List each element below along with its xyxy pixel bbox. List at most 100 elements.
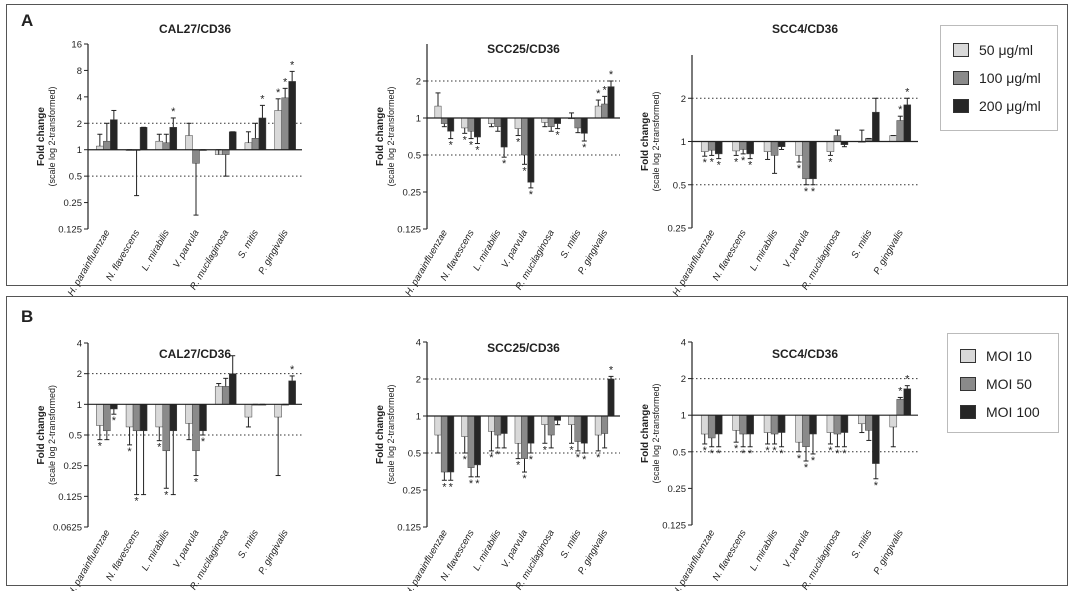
- chart-title: SCC25/CD36: [487, 341, 560, 355]
- bar: [833, 135, 842, 142]
- legend-b-item: MOI 100: [960, 402, 1040, 422]
- bar: [795, 141, 803, 156]
- bar: [547, 117, 555, 127]
- significance-star: *: [905, 374, 910, 386]
- significance-star: *: [283, 76, 288, 88]
- significance-star: *: [828, 156, 833, 168]
- y-tick-label: 0.5: [408, 151, 421, 162]
- significance-star: *: [703, 445, 708, 457]
- legend-a-item: 200 μg/ml: [953, 96, 1041, 116]
- bar: [833, 414, 842, 435]
- legend-label: 50 μg/ml: [979, 42, 1033, 58]
- significance-star: *: [804, 186, 809, 198]
- significance-star: *: [797, 163, 802, 175]
- category-label: N. flavescens: [711, 528, 749, 583]
- legend-swatch: [953, 71, 969, 85]
- significance-star: *: [741, 448, 746, 460]
- significance-star: *: [582, 142, 587, 154]
- category-label: H. parainfluenzae: [671, 228, 718, 298]
- bar: [281, 97, 289, 150]
- y-tick-label: 4: [77, 339, 82, 350]
- significance-star: *: [290, 364, 295, 376]
- legend-label: 200 μg/ml: [979, 98, 1041, 114]
- y-tick-label: 0.25: [64, 198, 83, 209]
- bar: [607, 378, 615, 417]
- bar: [110, 119, 118, 150]
- significance-star: *: [811, 455, 816, 467]
- y-axis-sublabel: (scale log 2-transformed): [651, 91, 661, 191]
- y-tick-label: 16: [71, 40, 82, 51]
- significance-star: *: [811, 186, 816, 198]
- significance-star: *: [522, 165, 527, 177]
- significance-star: *: [134, 496, 139, 508]
- bar: [594, 105, 602, 119]
- bar: [461, 117, 469, 129]
- bar: [447, 117, 455, 132]
- category-label: H. parainfluenzae: [671, 528, 718, 591]
- bar: [132, 404, 141, 432]
- bar: [707, 141, 716, 151]
- bar: [714, 414, 723, 435]
- y-tick-label: 0.125: [662, 521, 686, 532]
- significance-star: *: [748, 448, 753, 460]
- significance-star: *: [489, 452, 494, 464]
- significance-star: *: [290, 59, 295, 71]
- chart-title: CAL27/CD36: [159, 347, 231, 361]
- bar: [607, 86, 615, 119]
- y-tick-label: 2: [77, 119, 82, 130]
- significance-star: *: [442, 481, 447, 493]
- category-label: H. parainfluenzae: [66, 528, 113, 591]
- bar: [162, 142, 171, 150]
- category-label: V. parvula: [781, 228, 812, 270]
- category-label: S. mitis: [558, 528, 583, 561]
- bar: [568, 415, 575, 425]
- significance-star: *: [741, 155, 746, 167]
- significance-star: *: [475, 145, 480, 157]
- significance-star: *: [569, 444, 574, 456]
- category-label: H. parainfluenzae: [403, 228, 450, 298]
- y-tick-label: 4: [416, 338, 421, 349]
- legend-swatch: [953, 99, 969, 113]
- y-tick-label: 0.125: [397, 225, 421, 236]
- category-label: P. gingivalis: [872, 528, 906, 577]
- bar: [896, 120, 905, 142]
- legend-b-item: MOI 10: [960, 346, 1032, 366]
- bar: [434, 415, 442, 436]
- bar: [580, 117, 588, 134]
- category-label: L. mirabilis: [748, 528, 780, 573]
- bar: [527, 117, 535, 183]
- chart-title: CAL27/CD36: [159, 22, 231, 36]
- y-axis-label: Fold change: [640, 404, 651, 463]
- category-label: L. mirabilis: [140, 228, 172, 273]
- y-axis-label: Fold change: [36, 405, 47, 464]
- bar: [802, 141, 810, 180]
- significance-star: *: [112, 415, 117, 427]
- bar: [244, 142, 253, 150]
- bar: [889, 135, 898, 142]
- bar: [434, 105, 442, 119]
- bar: [872, 111, 880, 142]
- significance-star: *: [734, 156, 739, 168]
- y-axis-sublabel: (scale log 2-transformed): [386, 384, 396, 484]
- category-label: H. parainfluenzae: [403, 528, 450, 591]
- bar: [169, 404, 178, 432]
- bar: [155, 404, 164, 428]
- bar: [574, 415, 582, 442]
- significance-star: *: [469, 478, 474, 490]
- bar: [447, 415, 455, 473]
- legend-swatch: [953, 43, 969, 57]
- significance-star: *: [905, 86, 910, 98]
- bar: [714, 141, 723, 155]
- bar: [700, 414, 709, 435]
- y-axis-sublabel: (scale log 2-transformed): [47, 86, 57, 186]
- legend-a-item: 50 μg/ml: [953, 40, 1033, 60]
- significance-star: *: [603, 84, 608, 96]
- bar: [221, 386, 230, 405]
- category-label: P. gingivalis: [872, 228, 906, 277]
- significance-star: *: [609, 364, 614, 376]
- bar: [288, 380, 296, 405]
- category-label: H. parainfluenzae: [66, 228, 113, 298]
- y-tick-label: 0.5: [69, 431, 82, 442]
- significance-star: *: [463, 134, 468, 146]
- bar: [809, 414, 817, 435]
